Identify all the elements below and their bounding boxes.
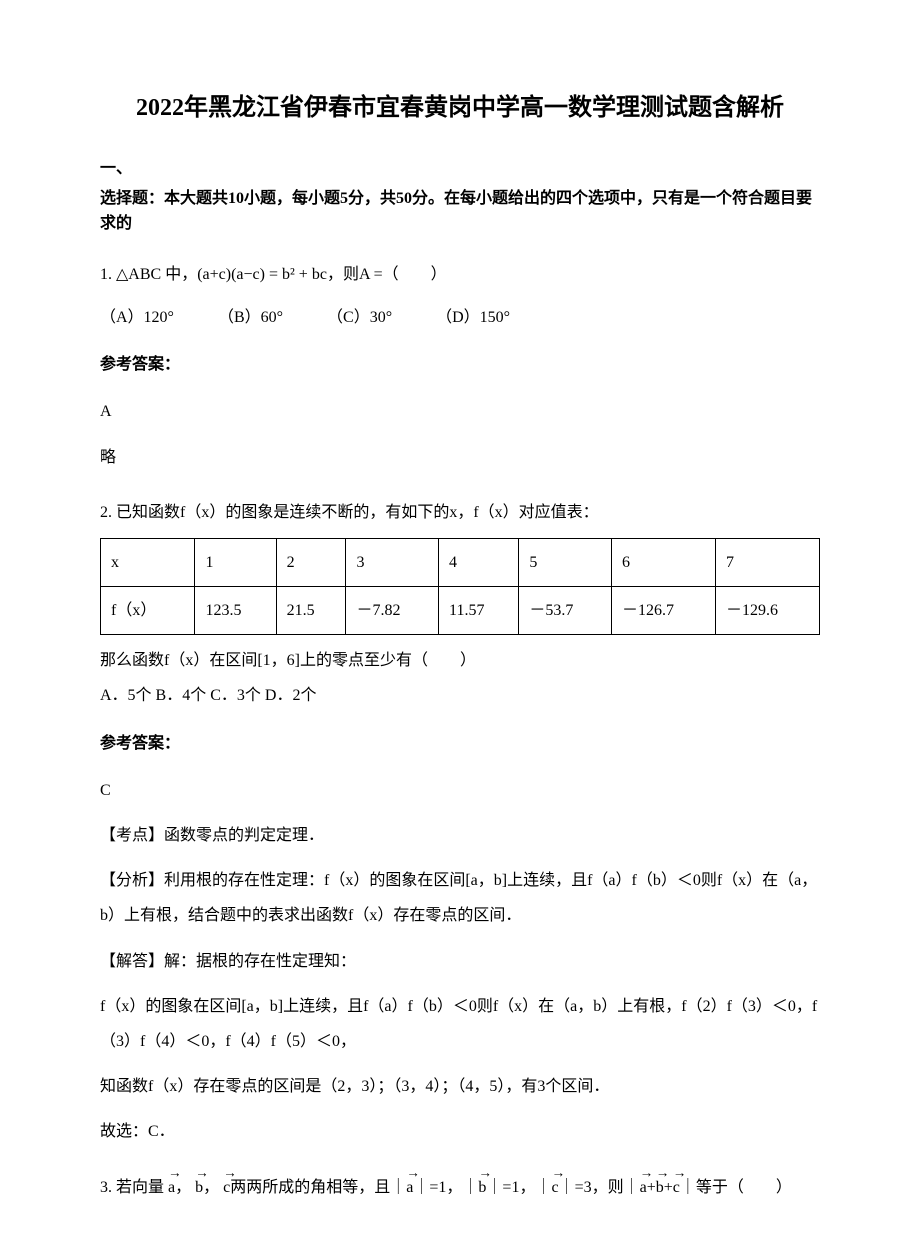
vector-b-icon: b (656, 1170, 664, 1205)
question-2-text: 2. 已知函数f（x）的图象是连续不断的，有如下的x，f（x）对应值表： (100, 495, 820, 530)
q2-options: A．5个 B．4个 C．3个 D．2个 (100, 678, 820, 713)
q1-formula: (a+c)(a−c) = b² + bc (197, 266, 327, 283)
vector-a-icon: a (168, 1170, 175, 1205)
q1-prefix: 1. (100, 266, 116, 283)
section-heading-part1: 一、 (100, 156, 820, 182)
table-cell: －129.6 (715, 587, 819, 635)
table-cell: x (101, 538, 195, 586)
table-cell: 6 (611, 538, 715, 586)
q1-answer-label: 参考答案： (100, 347, 820, 382)
q2-text: 已知函数f（x）的图象是连续不断的，有如下的x，f（x）对应值表： (116, 504, 599, 521)
q2-text2: 那么函数f（x）在区间[1，6]上的零点至少有（ ） (100, 643, 820, 678)
vector-b-icon: b (478, 1170, 486, 1205)
vector-a-icon: a (640, 1170, 647, 1205)
q1-option-a: （A）120° (100, 300, 174, 335)
question-1: 1. △ABC 中，(a+c)(a−c) = b² + bc，则A =（ ） （… (100, 257, 820, 475)
table-cell: 1 (195, 538, 276, 586)
q1-after: ，则A =（ ） (327, 266, 447, 283)
q2-exp2: 【分析】利用根的存在性定理：f（x）的图象在区间[a，b]上连续，且f（a）f（… (100, 863, 820, 933)
question-3-text: 3. 若向量 a， b， c两两所成的角相等，且｜a｜=1，｜b｜=1，｜c｜=… (100, 1170, 820, 1205)
table-cell: －7.82 (346, 587, 439, 635)
q2-exp1: 【考点】函数零点的判定定理． (100, 818, 820, 853)
q2-answer: C (100, 773, 820, 808)
q1-triangle: △ABC 中， (116, 266, 197, 283)
question-2: 2. 已知函数f（x）的图象是连续不断的，有如下的x，f（x）对应值表： x 1… (100, 495, 820, 1150)
table-row: f（x） 123.5 21.5 －7.82 11.57 －53.7 －126.7… (101, 587, 820, 635)
q3-mid: 两两所成的角相等，且｜ (230, 1179, 406, 1196)
page-title: 2022年黑龙江省伊春市宜春黄岗中学高一数学理测试题含解析 (100, 90, 820, 126)
table-cell: －53.7 (519, 587, 612, 635)
vector-c-icon: c (673, 1170, 680, 1205)
table-cell: －126.7 (611, 587, 715, 635)
q1-options: （A）120° （B）60° （C）30° （D）150° (100, 300, 820, 335)
table-cell: f（x） (101, 587, 195, 635)
q2-exp4: f（x）的图象在区间[a，b]上连续，且f（a）f（b）＜0则f（x）在（a，b… (100, 989, 820, 1059)
q2-answer-label: 参考答案： (100, 726, 820, 761)
table-cell: 4 (439, 538, 519, 586)
table-cell: 3 (346, 538, 439, 586)
table-cell: 2 (276, 538, 346, 586)
q1-option-b: （B）60° (218, 300, 283, 335)
q3-before: 若向量 (116, 1179, 164, 1196)
q1-option-d: （D）150° (436, 300, 510, 335)
q2-exp6: 故选：C． (100, 1114, 820, 1149)
vector-b-icon: b (195, 1170, 203, 1205)
q2-prefix: 2. (100, 504, 116, 521)
q1-option-c: （C）30° (327, 300, 392, 335)
q3-eq1: ｜=1，｜ (413, 1179, 478, 1196)
table-cell: 21.5 (276, 587, 346, 635)
q2-table: x 1 2 3 4 5 6 7 f（x） 123.5 21.5 －7.82 11… (100, 538, 820, 635)
q3-eq3: ｜=3，则｜ (559, 1179, 640, 1196)
q2-exp3: 【解答】解：据根的存在性定理知： (100, 944, 820, 979)
vector-c-icon: c (551, 1170, 558, 1205)
table-row: x 1 2 3 4 5 6 7 (101, 538, 820, 586)
table-cell: 11.57 (439, 587, 519, 635)
question-3: 3. 若向量 a， b， c两两所成的角相等，且｜a｜=1，｜b｜=1，｜c｜=… (100, 1170, 820, 1205)
q3-end: ｜等于（ ） (680, 1179, 792, 1196)
vector-c-icon: c (223, 1170, 230, 1205)
q3-eq2: ｜=1，｜ (486, 1179, 551, 1196)
table-cell: 123.5 (195, 587, 276, 635)
q1-answer: A (100, 394, 820, 429)
table-cell: 7 (715, 538, 819, 586)
question-1-text: 1. △ABC 中，(a+c)(a−c) = b² + bc，则A =（ ） (100, 257, 820, 292)
table-cell: 5 (519, 538, 612, 586)
section-heading-part2: 选择题：本大题共10小题，每小题5分，共50分。在每小题给出的四个选项中，只有是… (100, 186, 820, 237)
q2-exp5: 知函数f（x）存在零点的区间是（2，3）；（3，4）；（4，5），有3个区间． (100, 1069, 820, 1104)
q3-prefix: 3. (100, 1179, 116, 1196)
q1-explanation: 略 (100, 440, 820, 475)
vector-a-icon: a (406, 1170, 413, 1205)
